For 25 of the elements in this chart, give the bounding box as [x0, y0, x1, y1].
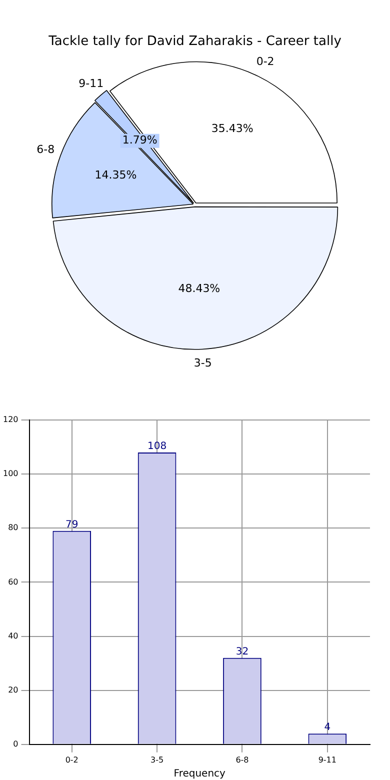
y-tick-label: 80 [8, 523, 18, 532]
data-label: 4 [324, 722, 331, 734]
data-label: 14.35% [94, 168, 137, 182]
data-label: 35.43% [211, 122, 254, 135]
slice-label: 3-5 [194, 356, 212, 370]
data-label: 1.79% [122, 134, 158, 147]
x-tick-label: 9-11 [318, 755, 336, 764]
y-tick-label: 100 [2, 469, 18, 478]
slice-label: 9-11 [78, 77, 104, 90]
slice-label: 0-2 [256, 54, 274, 68]
data-label: 48.43% [178, 282, 220, 296]
data-label: 32 [236, 646, 249, 658]
data-label: 108 [147, 441, 167, 452]
chart-title: Tackle tally for David Zaharakis - Career tally [48, 34, 342, 50]
y-tick-label: 0 [13, 739, 18, 748]
y-tick-label: 120 [2, 415, 18, 424]
y-tick-label: 40 [8, 631, 18, 640]
slice-label: 6-8 [36, 142, 55, 156]
y-tick-label: 60 [8, 577, 18, 586]
x-tick-label: 6-8 [236, 755, 249, 764]
data-label: 79 [65, 519, 78, 530]
x-tick-label: 0-2 [65, 755, 78, 764]
x-axis-title: Frequency [174, 768, 226, 780]
x-tick-label: 3-5 [150, 755, 164, 764]
y-tick-label: 20 [8, 685, 18, 694]
